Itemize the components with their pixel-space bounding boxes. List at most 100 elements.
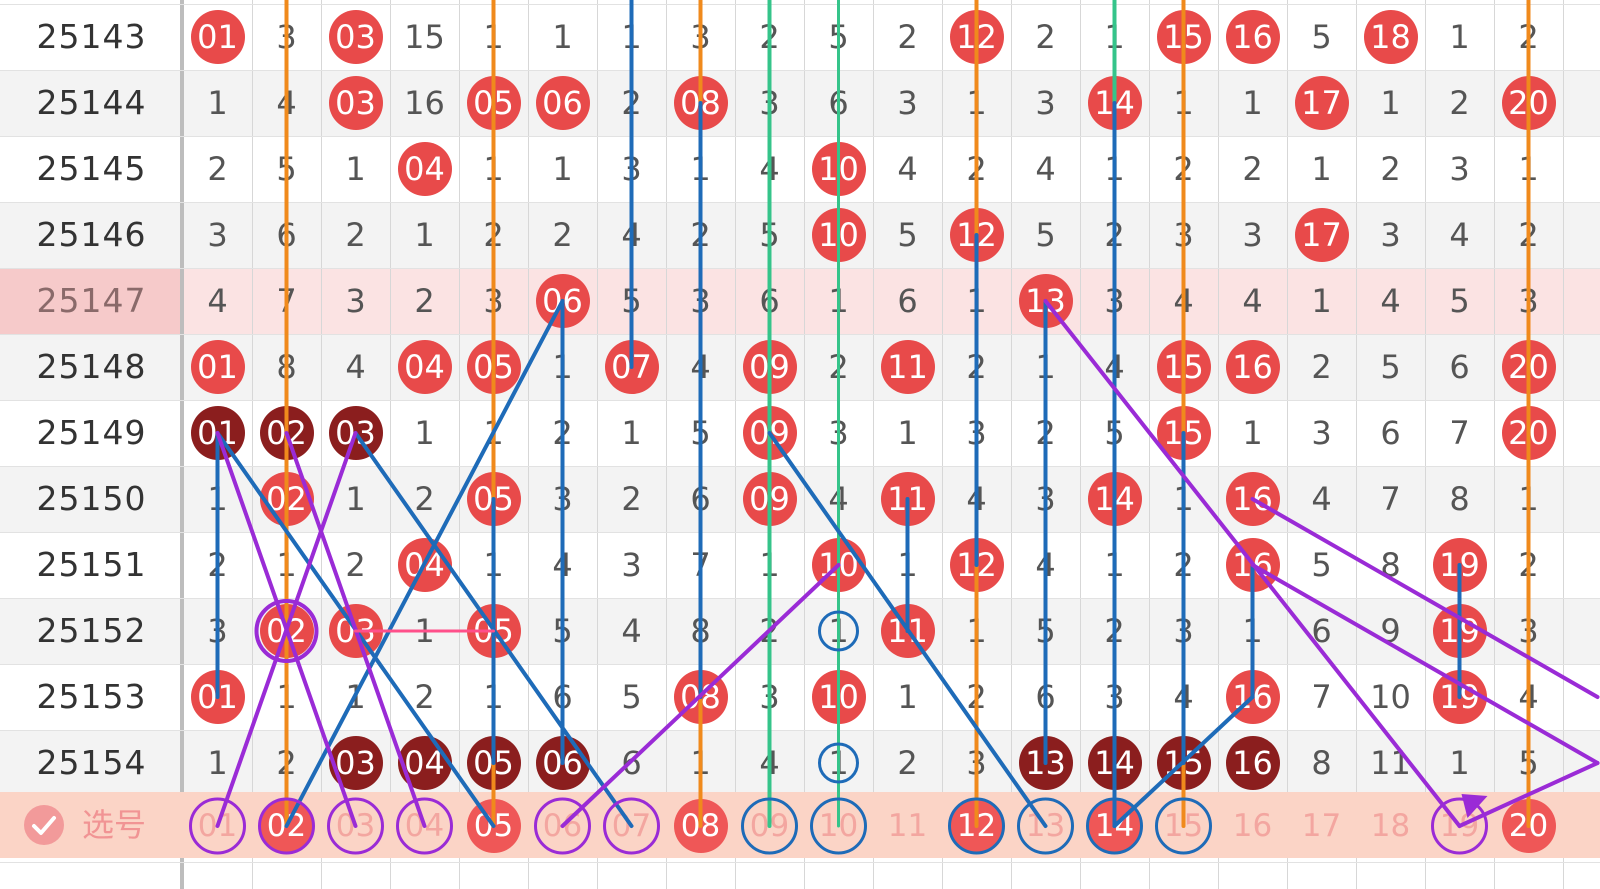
omission-count: 2 [345, 546, 366, 584]
column-divider [1149, 0, 1150, 889]
omission-count: 1 [897, 414, 918, 452]
omission-count: 2 [207, 150, 228, 188]
omission-count: 6 [1380, 414, 1401, 452]
omission-count: 4 [1242, 282, 1263, 320]
column-divider [735, 0, 736, 889]
omission-count: 4 [345, 348, 366, 386]
omission-count: 1 [207, 84, 228, 122]
purple-trend-line [215, 431, 358, 828]
omission-count: 2 [414, 282, 435, 320]
column-divider [873, 0, 874, 889]
purple-selection-ring [258, 797, 315, 855]
omission-count: 11 [1370, 744, 1411, 782]
selection-label: 选号 [82, 806, 147, 844]
omission-count: 3 [621, 546, 642, 584]
omission-count: 3 [1242, 216, 1263, 254]
issue-number: 25146 [36, 215, 147, 254]
check-circle-icon[interactable] [24, 805, 64, 845]
blue-selection-ring [948, 797, 1005, 855]
omission-count: 7 [1449, 414, 1470, 452]
drawn-number-ball: 04 [397, 340, 452, 394]
omission-count: 1 [621, 414, 642, 452]
issue-number: 25144 [36, 83, 147, 122]
purple-trend-line [1250, 563, 1600, 765]
drawn-number-ball: 17 [1294, 76, 1349, 130]
column-divider [1011, 0, 1012, 889]
purple-selection-ring [534, 797, 591, 855]
omission-count: 3 [1449, 150, 1470, 188]
row-divider [0, 400, 1600, 401]
omission-count: 8 [1449, 480, 1470, 518]
omission-count: 6 [897, 282, 918, 320]
selectable-number[interactable]: 16 [1232, 808, 1273, 844]
omission-count: 2 [1311, 348, 1332, 386]
purple-selection-ring [396, 797, 453, 855]
issue-row: 25149 [0, 400, 1600, 466]
omission-count: 5 [621, 678, 642, 716]
column-divider [321, 0, 322, 889]
issue-number: 25148 [36, 347, 147, 386]
purple-trend-line [560, 563, 841, 828]
highlight-marker [0, 268, 183, 334]
row-divider [0, 4, 1600, 5]
omission-count: 4 [1311, 480, 1332, 518]
omission-count: 2 [1242, 150, 1263, 188]
purple-trend-line [1250, 497, 1600, 699]
omission-count: 3 [1380, 216, 1401, 254]
omission-count: 1 [345, 480, 366, 518]
issue-number: 25147 [36, 281, 147, 320]
omission-count: 2 [414, 480, 435, 518]
omission-count: 4 [207, 282, 228, 320]
issue-row: 25154 [0, 730, 1600, 796]
omission-count: 1 [345, 150, 366, 188]
issue-row: 25153 [0, 664, 1600, 730]
issue-column-divider [180, 0, 184, 889]
omission-count: 4 [621, 612, 642, 650]
purple-trend-line [1457, 761, 1600, 828]
blue-ring [818, 742, 859, 784]
purple-selection-ring [1431, 797, 1488, 855]
omission-count: 1 [414, 216, 435, 254]
issue-row: 25143 [0, 4, 1600, 70]
column-divider [528, 0, 529, 889]
row-divider [0, 532, 1600, 533]
omission-count: 1 [1380, 84, 1401, 122]
issue-number: 25149 [36, 413, 147, 452]
issue-number: 25154 [36, 743, 147, 782]
omission-count: 16 [404, 84, 445, 122]
drawn-number-ball: 16 [1225, 10, 1280, 64]
omission-count: 10 [1370, 678, 1411, 716]
blue-trend-line [284, 299, 565, 828]
column-divider [459, 0, 460, 889]
omission-count: 2 [897, 744, 918, 782]
omission-count: 7 [1311, 678, 1332, 716]
drawn-number-ball: 16 [1225, 340, 1280, 394]
column-divider [666, 0, 667, 889]
omission-count: 4 [1449, 216, 1470, 254]
omission-count: 5 [1380, 348, 1401, 386]
row-divider [0, 268, 1600, 269]
omission-count: 6 [1449, 348, 1470, 386]
issue-number: 25143 [36, 17, 147, 56]
omission-count: 5 [1035, 216, 1056, 254]
drawn-number-ball: 03 [328, 10, 383, 64]
omission-count: 2 [897, 18, 918, 56]
selectable-number[interactable]: 18 [1370, 808, 1411, 844]
omission-count: 3 [1035, 84, 1056, 122]
blue-selection-ring [1017, 797, 1074, 855]
arrowhead-icon [1461, 794, 1488, 818]
drawn-number-ball: 01 [190, 340, 245, 394]
drawn-number-ball: 17 [1294, 208, 1349, 262]
omission-count: 5 [897, 216, 918, 254]
omission-count: 5 [1449, 282, 1470, 320]
omission-count: 1 [1311, 150, 1332, 188]
issue-row: 25151 [0, 532, 1600, 598]
column-divider [1287, 0, 1288, 889]
column-divider [252, 0, 253, 889]
selectable-number[interactable]: 11 [887, 808, 928, 844]
selectable-number[interactable]: 17 [1301, 808, 1342, 844]
column-divider [1080, 0, 1081, 889]
blue-trend-line [1112, 695, 1255, 828]
omission-count: 3 [897, 84, 918, 122]
